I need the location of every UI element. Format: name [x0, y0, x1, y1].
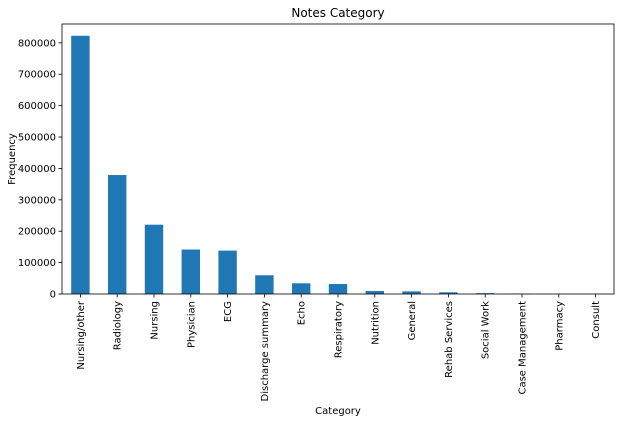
- bar: [439, 292, 458, 294]
- x-axis: Nursing/other Radiology Nursing Physician EC…: [76, 294, 602, 401]
- x-tick-label: Respiratory: [334, 301, 345, 358]
- y-tick-label: 200000: [18, 227, 56, 238]
- y-tick-label: 100000: [18, 258, 56, 269]
- y-tick-label: 0: [50, 290, 56, 301]
- bar: [402, 291, 421, 294]
- y-tick-label: 300000: [18, 195, 56, 206]
- x-tick-label: Nursing: [150, 301, 161, 340]
- bar: [71, 35, 90, 294]
- x-tick-label: Discharge summary: [260, 301, 271, 402]
- x-tick-label: General: [407, 301, 418, 340]
- bar: [108, 175, 127, 294]
- x-tick-label: Pharmacy: [554, 301, 565, 351]
- bars: [71, 35, 605, 294]
- y-axis: 0 100000 200000 300000 400000 500000 600000 700…: [18, 38, 62, 301]
- x-tick-label: ECG: [223, 301, 234, 322]
- y-tick-label: 600000: [18, 101, 56, 112]
- x-tick-label: Case Management: [518, 301, 529, 395]
- bar: [144, 224, 164, 294]
- chart-title: Notes Category: [291, 6, 384, 20]
- bar: [255, 275, 274, 294]
- x-tick-label: Consult: [591, 301, 602, 339]
- x-tick-label: Rehab Services: [444, 301, 455, 378]
- x-tick-label: Nursing/other: [76, 300, 87, 370]
- bar: [292, 283, 311, 294]
- y-tick-label: 500000: [18, 133, 56, 144]
- bar: [476, 293, 495, 294]
- plot-frame: [61, 23, 615, 295]
- bar: [365, 291, 384, 294]
- y-tick-label: 700000: [18, 70, 56, 81]
- x-tick-label: Social Work: [481, 301, 492, 359]
- y-tick-label: 400000: [18, 164, 56, 175]
- y-tick-label: 800000: [18, 38, 56, 49]
- y-axis-label: Frequency: [7, 133, 18, 185]
- x-tick-label: Echo: [297, 301, 308, 325]
- x-tick-label: Radiology: [113, 301, 124, 350]
- bar: [218, 250, 237, 294]
- x-tick-label: Physician: [186, 301, 197, 348]
- bar: [328, 284, 348, 294]
- bar: [181, 249, 200, 294]
- x-tick-label: Nutrition: [370, 301, 381, 345]
- x-axis-label: Category: [315, 406, 361, 417]
